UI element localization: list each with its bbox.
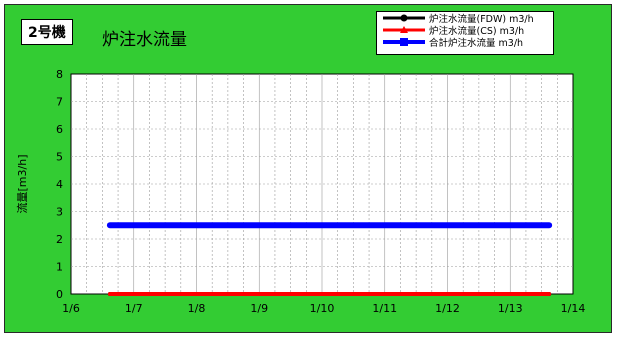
y-tick-label: 6 [56, 123, 63, 136]
chart-title: 炉注水流量 [102, 30, 187, 50]
x-tick-label: 1/10 [310, 302, 335, 315]
y-tick-labels: 0 1 2 3 4 5 6 7 8 [56, 68, 63, 301]
x-tick-label: 1/6 [62, 302, 80, 315]
x-tick-label: 1/11 [372, 302, 397, 315]
unit-badge: 2号機 [21, 19, 73, 45]
legend-marker [400, 14, 408, 22]
y-tick-label: 0 [56, 288, 63, 301]
y-tick-label: 8 [56, 68, 63, 81]
x-tick-label: 1/14 [561, 302, 586, 315]
y-axis-label: 流量[m3/h] [15, 155, 29, 214]
y-tick-label: 3 [56, 206, 63, 219]
grid-lines [71, 74, 573, 294]
x-tick-label: 1/8 [188, 302, 206, 315]
y-tick-label: 5 [56, 151, 63, 164]
legend-label: 合計炉注水流量 m3/h [429, 37, 523, 49]
legend-label: 炉注水流量(CS) m3/h [429, 25, 524, 37]
y-tick-label: 1 [56, 261, 63, 274]
y-tick-label: 7 [56, 96, 63, 109]
x-tick-label: 1/13 [498, 302, 523, 315]
y-tick-label: 4 [56, 178, 63, 191]
x-tick-label: 1/7 [125, 302, 143, 315]
x-tick-labels: 1/6 1/7 1/8 1/9 1/10 1/11 1/12 1/13 1/14 [62, 302, 585, 315]
x-tick-label: 1/9 [250, 302, 268, 315]
series-lines [106, 222, 553, 296]
y-tick-label: 2 [56, 233, 63, 246]
legend: 炉注水流量(FDW) m3/h 炉注水流量(CS) m3/h 合計炉注水流量 m3/… [376, 11, 554, 55]
legend-label: 炉注水流量(FDW) m3/h [429, 13, 534, 25]
legend-marker [400, 38, 408, 46]
legend-marker [400, 26, 408, 33]
x-tick-label: 1/12 [435, 302, 460, 315]
